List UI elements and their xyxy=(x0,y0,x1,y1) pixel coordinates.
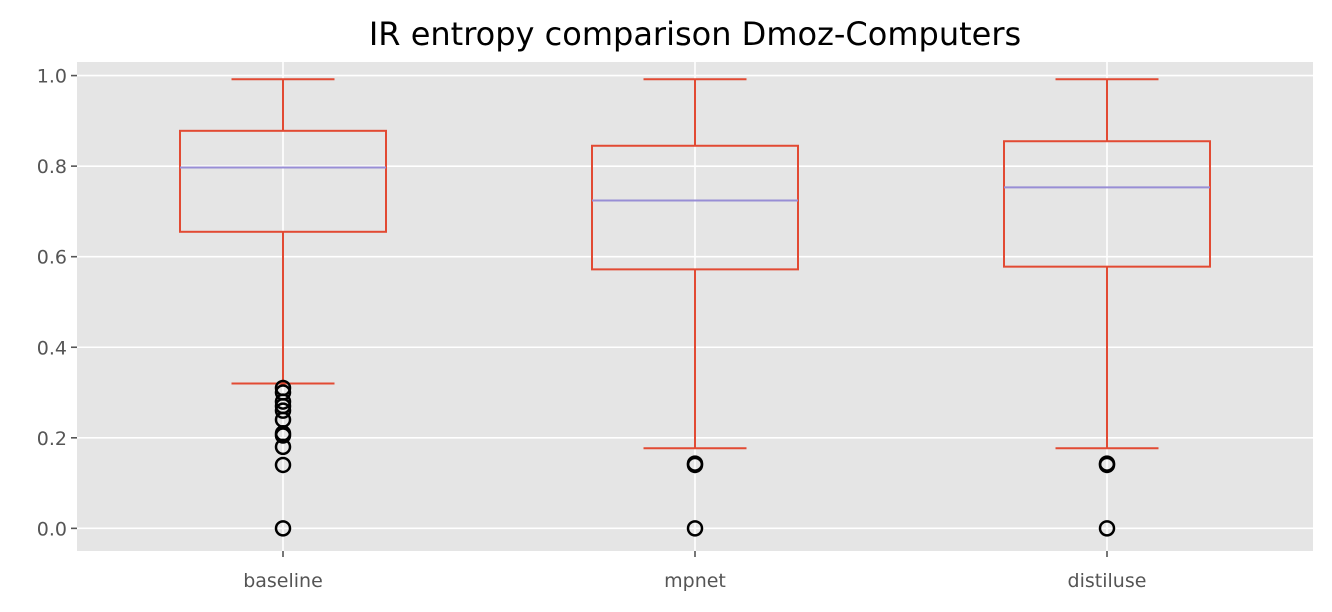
outlier-point xyxy=(686,456,704,474)
x-tick-label-baseline: baseline xyxy=(243,570,323,592)
iqr-box xyxy=(591,144,799,271)
y-axis: 0.0 0.2 0.4 0.6 0.8 1.0 xyxy=(37,66,77,540)
outlier-point xyxy=(274,427,292,444)
box-mpnet xyxy=(591,78,799,537)
y-tick-label: 0.0 xyxy=(37,518,67,540)
y-tick-label: 1.0 xyxy=(37,66,67,88)
box-baseline xyxy=(179,78,387,537)
outlier-point xyxy=(274,456,292,474)
y-tick-label: 0.8 xyxy=(37,156,67,178)
chart-title: IR entropy comparison Dmoz-Computers xyxy=(369,15,1021,53)
outlier-point xyxy=(686,520,704,537)
outlier-point xyxy=(274,438,292,456)
boxes xyxy=(179,78,1211,537)
x-axis: baseline mpnet distiluse xyxy=(243,551,1146,592)
outlier-point xyxy=(1098,520,1116,537)
x-tick-label-distiluse: distiluse xyxy=(1068,570,1147,592)
x-tick-label-mpnet: mpnet xyxy=(664,570,726,592)
outlier-point xyxy=(274,393,292,410)
box-distiluse xyxy=(1003,78,1211,537)
y-tick-label: 0.2 xyxy=(37,428,67,450)
outlier-point xyxy=(1098,456,1116,474)
y-tick-label: 0.6 xyxy=(37,247,67,269)
outlier-point xyxy=(274,520,292,537)
iqr-box xyxy=(1003,140,1211,268)
outlier-point xyxy=(274,402,292,419)
iqr-box xyxy=(179,129,387,233)
y-tick-label: 0.4 xyxy=(37,337,67,359)
